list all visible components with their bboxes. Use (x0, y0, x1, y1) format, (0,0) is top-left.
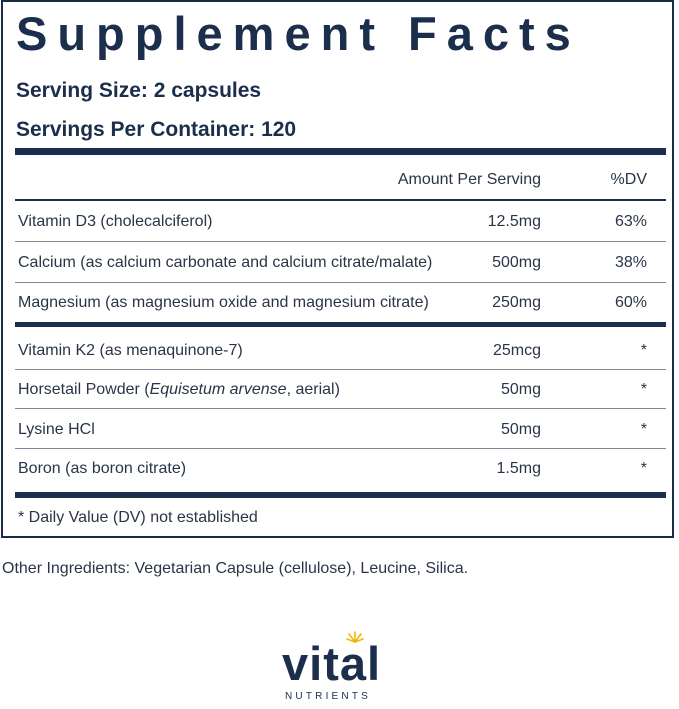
row-divider (15, 448, 666, 449)
nutrient-name: Boron (as boron citrate) (18, 460, 187, 477)
row-divider (15, 241, 666, 242)
row-divider (15, 369, 666, 370)
logo-wordmark: vital (282, 637, 382, 690)
nutrient-amount: 500mg (492, 254, 541, 271)
sun-icon (346, 631, 364, 643)
logo-subtitle: NUTRIENTS (285, 691, 372, 702)
divider-thick-middle (15, 322, 666, 327)
divider-thick-bottom (15, 492, 666, 498)
nutrient-dv: * (640, 342, 647, 359)
nutrient-name-suffix: , aerial) (286, 381, 340, 398)
supplement-facts-panel: Supplement Facts Serving Size: 2 capsule… (1, 0, 674, 538)
header-amount-per-serving: Amount Per Serving (397, 171, 541, 188)
divider-thick-top (15, 148, 666, 155)
row-divider (15, 282, 666, 283)
nutrient-amount: 12.5mg (487, 213, 541, 230)
nutrient-amount: 25mcg (492, 342, 541, 359)
header-dv: %DV (610, 171, 647, 188)
divider-header (15, 199, 666, 201)
nutrient-dv: * (640, 381, 647, 398)
servings-per-container: Servings Per Container: 120 (16, 118, 297, 141)
nutrient-amount: 50mg (500, 381, 541, 398)
nutrient-amount: 250mg (492, 294, 541, 311)
panel-title: Supplement Facts (16, 7, 581, 60)
footnote: * Daily Value (DV) not established (18, 509, 258, 526)
nutrient-name-prefix: Horsetail Powder ( (18, 381, 150, 398)
nutrient-name: Vitamin D3 (cholecalciferol) (18, 213, 213, 230)
nutrient-dv: 38% (614, 254, 647, 271)
serving-size: Serving Size: 2 capsules (16, 79, 262, 102)
nutrient-name: Horsetail Powder (Equisetum arvense, aer… (18, 382, 340, 398)
nutrient-latin-name: Equisetum arvense (149, 381, 287, 398)
nutrient-name: Magnesium (as magnesium oxide and magnes… (18, 294, 429, 311)
row-divider (15, 408, 666, 409)
other-ingredients: Other Ingredients: Vegetarian Capsule (c… (2, 560, 469, 577)
nutrient-dv: 63% (614, 213, 647, 230)
nutrient-amount: 1.5mg (496, 460, 541, 477)
brand-logo: vital NUTRIENTS (282, 630, 402, 705)
nutrient-name: Calcium (as calcium carbonate and calciu… (18, 254, 433, 271)
nutrient-amount: 50mg (500, 421, 541, 438)
nutrient-name: Vitamin K2 (as menaquinone-7) (18, 342, 243, 359)
nutrient-dv: * (640, 460, 647, 477)
nutrient-dv: 60% (614, 294, 647, 311)
nutrient-dv: * (640, 421, 647, 438)
nutrient-name: Lysine HCl (18, 421, 95, 438)
